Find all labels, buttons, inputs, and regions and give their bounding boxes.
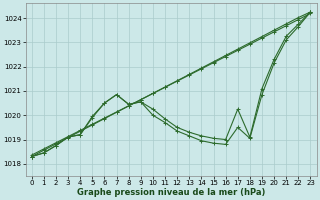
X-axis label: Graphe pression niveau de la mer (hPa): Graphe pression niveau de la mer (hPa) bbox=[77, 188, 265, 197]
